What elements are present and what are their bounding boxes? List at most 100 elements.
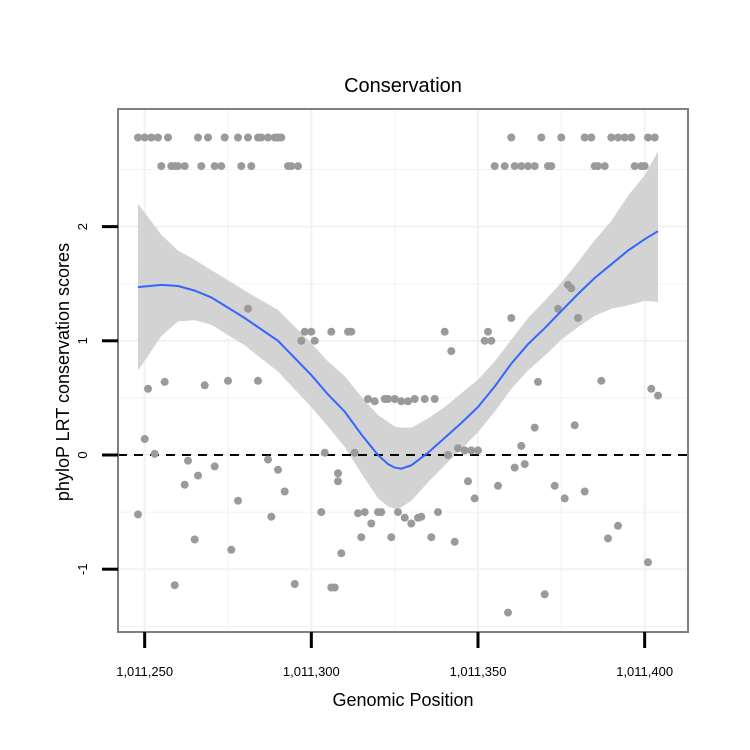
data-point	[224, 376, 232, 385]
x-tick-label: 1,011,250	[116, 664, 173, 679]
data-point	[647, 384, 656, 393]
data-point	[384, 395, 392, 403]
data-point	[494, 481, 502, 490]
data-point	[360, 508, 369, 517]
data-point	[317, 508, 326, 517]
data-point	[180, 162, 189, 171]
x-tick-label: 1,011,400	[616, 664, 673, 679]
confidence-band	[138, 151, 658, 509]
panel-border	[117, 108, 689, 633]
data-point	[210, 162, 219, 171]
data-point	[264, 133, 272, 142]
data-point	[244, 304, 252, 313]
data-point	[254, 376, 262, 385]
data-point	[567, 284, 576, 293]
data-point	[487, 336, 496, 345]
data-point	[464, 477, 472, 486]
data-point	[607, 133, 616, 142]
data-point	[640, 162, 649, 171]
data-points	[134, 133, 662, 617]
data-point	[574, 314, 582, 322]
data-point	[630, 162, 639, 171]
data-point	[520, 460, 529, 469]
data-point	[184, 456, 192, 465]
y-tick-label: 0	[75, 451, 90, 458]
data-point	[557, 133, 566, 142]
data-point	[507, 133, 516, 142]
data-point	[454, 444, 462, 453]
data-point	[474, 446, 482, 455]
y-axis-ticks: -1 0 1 2	[75, 223, 118, 575]
data-point	[500, 162, 509, 171]
plot-panel	[117, 108, 689, 633]
data-point	[170, 581, 179, 590]
data-point	[200, 381, 209, 390]
data-point	[450, 537, 459, 546]
data-point	[264, 455, 272, 464]
data-point	[560, 494, 569, 503]
data-point	[180, 480, 189, 489]
data-point	[310, 336, 319, 345]
data-point	[377, 508, 386, 517]
data-point	[387, 533, 396, 542]
data-point	[594, 162, 602, 171]
data-point	[587, 133, 596, 142]
panel-background	[118, 109, 688, 632]
data-point	[470, 494, 479, 503]
data-point	[320, 448, 329, 457]
data-point	[620, 133, 629, 142]
data-point	[510, 162, 519, 171]
data-point	[134, 133, 142, 142]
data-point	[267, 512, 276, 521]
data-point	[504, 608, 512, 617]
data-point	[330, 583, 339, 592]
data-point	[337, 549, 346, 558]
data-point	[614, 133, 622, 142]
data-point	[234, 133, 242, 142]
data-point	[280, 487, 289, 496]
data-point	[510, 463, 519, 472]
data-point	[654, 391, 662, 400]
data-point	[237, 162, 246, 171]
chart-title: Conservation	[344, 75, 462, 97]
data-point	[300, 327, 309, 336]
x-axis-ticks: 1,011,250 1,011,300 1,011,350 1,011,400	[116, 632, 673, 679]
data-point	[570, 421, 579, 430]
data-point	[530, 162, 539, 171]
data-point	[534, 377, 542, 386]
data-point	[550, 481, 559, 490]
data-point	[537, 133, 546, 142]
data-point	[404, 397, 412, 406]
data-point	[427, 533, 436, 542]
data-point	[397, 397, 406, 406]
data-point	[164, 133, 172, 142]
y-tick-label: -1	[75, 563, 90, 575]
data-point	[370, 397, 379, 406]
data-point	[517, 441, 526, 450]
data-point	[410, 395, 419, 403]
data-point	[134, 510, 142, 519]
data-point	[294, 162, 302, 171]
data-point	[277, 133, 286, 142]
data-point	[467, 446, 476, 455]
data-point	[460, 446, 469, 455]
data-point	[400, 513, 409, 522]
data-point	[327, 327, 336, 336]
data-point	[530, 423, 539, 432]
data-point	[540, 590, 549, 599]
data-point	[580, 133, 589, 142]
data-point	[210, 462, 219, 471]
data-point	[154, 133, 162, 142]
data-point	[234, 496, 242, 505]
y-tick-label: 2	[75, 223, 90, 230]
data-point	[644, 558, 652, 567]
data-point	[480, 336, 489, 345]
data-point	[420, 395, 429, 403]
data-point	[297, 336, 306, 345]
data-point	[440, 327, 449, 336]
data-point	[347, 327, 356, 336]
data-point	[407, 519, 416, 528]
x-tick-label: 1,011,350	[450, 664, 507, 679]
data-point	[390, 395, 399, 403]
data-point	[157, 162, 166, 171]
